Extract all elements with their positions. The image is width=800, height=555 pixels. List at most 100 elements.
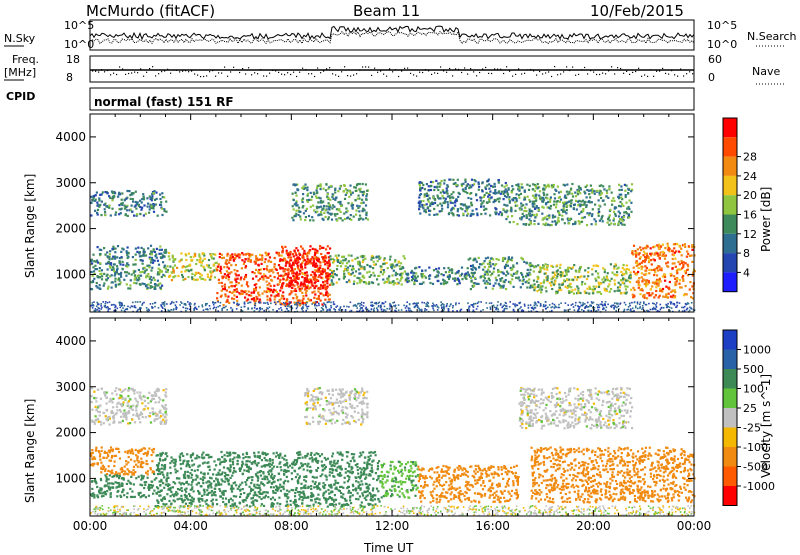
data-cell (99, 194, 101, 196)
nave-point (254, 72, 255, 73)
data-cell (269, 307, 271, 309)
data-cell (656, 267, 658, 269)
data-cell (152, 307, 154, 309)
data-cell (122, 264, 124, 266)
data-cell (647, 283, 649, 285)
data-cell (345, 265, 347, 267)
data-cell (622, 267, 624, 269)
data-cell (486, 273, 488, 275)
data-cell (586, 278, 588, 280)
data-cell (233, 298, 235, 300)
data-cell (306, 306, 308, 308)
data-cell (492, 288, 494, 290)
data-cell (611, 200, 613, 202)
data-cell (154, 279, 156, 281)
data-cell (516, 223, 518, 225)
data-cell (598, 205, 600, 207)
data-cell (354, 258, 356, 260)
data-cell (203, 266, 205, 268)
data-cell (541, 213, 543, 215)
data-cell (628, 189, 630, 191)
data-cell (628, 208, 630, 210)
data-cell (90, 202, 92, 204)
data-cell (143, 251, 145, 253)
data-cell (455, 184, 457, 186)
data-cell (494, 183, 496, 185)
nave-point (536, 75, 537, 76)
data-cell (410, 272, 412, 274)
data-cell (526, 214, 528, 216)
data-cell (523, 223, 525, 225)
nave-point (452, 75, 453, 76)
data-cell (443, 202, 445, 204)
nave-point (671, 70, 672, 71)
data-cell (691, 261, 693, 263)
data-cell (230, 264, 232, 266)
data-cell (111, 274, 113, 276)
data-cell (581, 281, 583, 283)
nave-point (344, 66, 345, 67)
data-cell (100, 471, 102, 473)
data-cell (554, 274, 556, 276)
data-cell (97, 309, 99, 311)
data-cell (578, 185, 580, 187)
data-cell (574, 192, 576, 194)
data-cell (646, 310, 648, 312)
data-cell (679, 263, 681, 265)
data-cell (131, 448, 133, 450)
nave-point (194, 73, 195, 74)
data-cell (326, 309, 328, 311)
data-cell (116, 269, 118, 271)
data-cell (689, 310, 691, 312)
data-cell (678, 251, 680, 253)
nave-point (167, 69, 168, 70)
data-cell (146, 454, 148, 456)
data-cell (549, 304, 551, 306)
data-cell (162, 304, 164, 306)
data-cell (163, 208, 165, 210)
data-cell (232, 310, 234, 312)
data-cell (284, 258, 286, 260)
nave-point (662, 68, 663, 69)
data-cell (324, 260, 326, 262)
data-cell (120, 282, 122, 284)
data-cell (146, 265, 148, 267)
nave-point (470, 68, 471, 69)
data-cell (594, 204, 596, 206)
data-cell (472, 264, 474, 266)
data-cell (625, 280, 627, 282)
data-cell (624, 285, 626, 287)
nave-point (272, 70, 273, 71)
data-cell (324, 280, 326, 282)
data-cell (314, 304, 316, 306)
data-cell (121, 256, 123, 258)
data-cell (604, 269, 606, 271)
data-cell (238, 256, 240, 258)
data-cell (258, 264, 260, 266)
data-cell (242, 293, 244, 295)
data-cell (94, 210, 96, 212)
data-cell (495, 208, 497, 210)
data-cell (615, 310, 617, 312)
data-cell (490, 307, 492, 309)
data-cell (99, 253, 101, 255)
data-cell (594, 307, 596, 309)
data-cell (197, 279, 199, 281)
nave-point (569, 70, 570, 71)
data-cell (477, 306, 479, 308)
data-cell (164, 305, 166, 307)
data-cell (398, 304, 400, 306)
data-cell (165, 201, 167, 203)
data-cell (450, 202, 452, 204)
data-cell (362, 275, 364, 277)
data-cell (615, 263, 617, 265)
data-cell (339, 188, 341, 190)
data-cell (482, 262, 484, 264)
data-cell (217, 301, 219, 303)
nave-point (656, 71, 657, 72)
data-cell (566, 205, 568, 207)
data-cell (447, 276, 449, 278)
nave-point (122, 68, 123, 69)
data-cell (325, 292, 327, 294)
data-cell (106, 452, 108, 454)
